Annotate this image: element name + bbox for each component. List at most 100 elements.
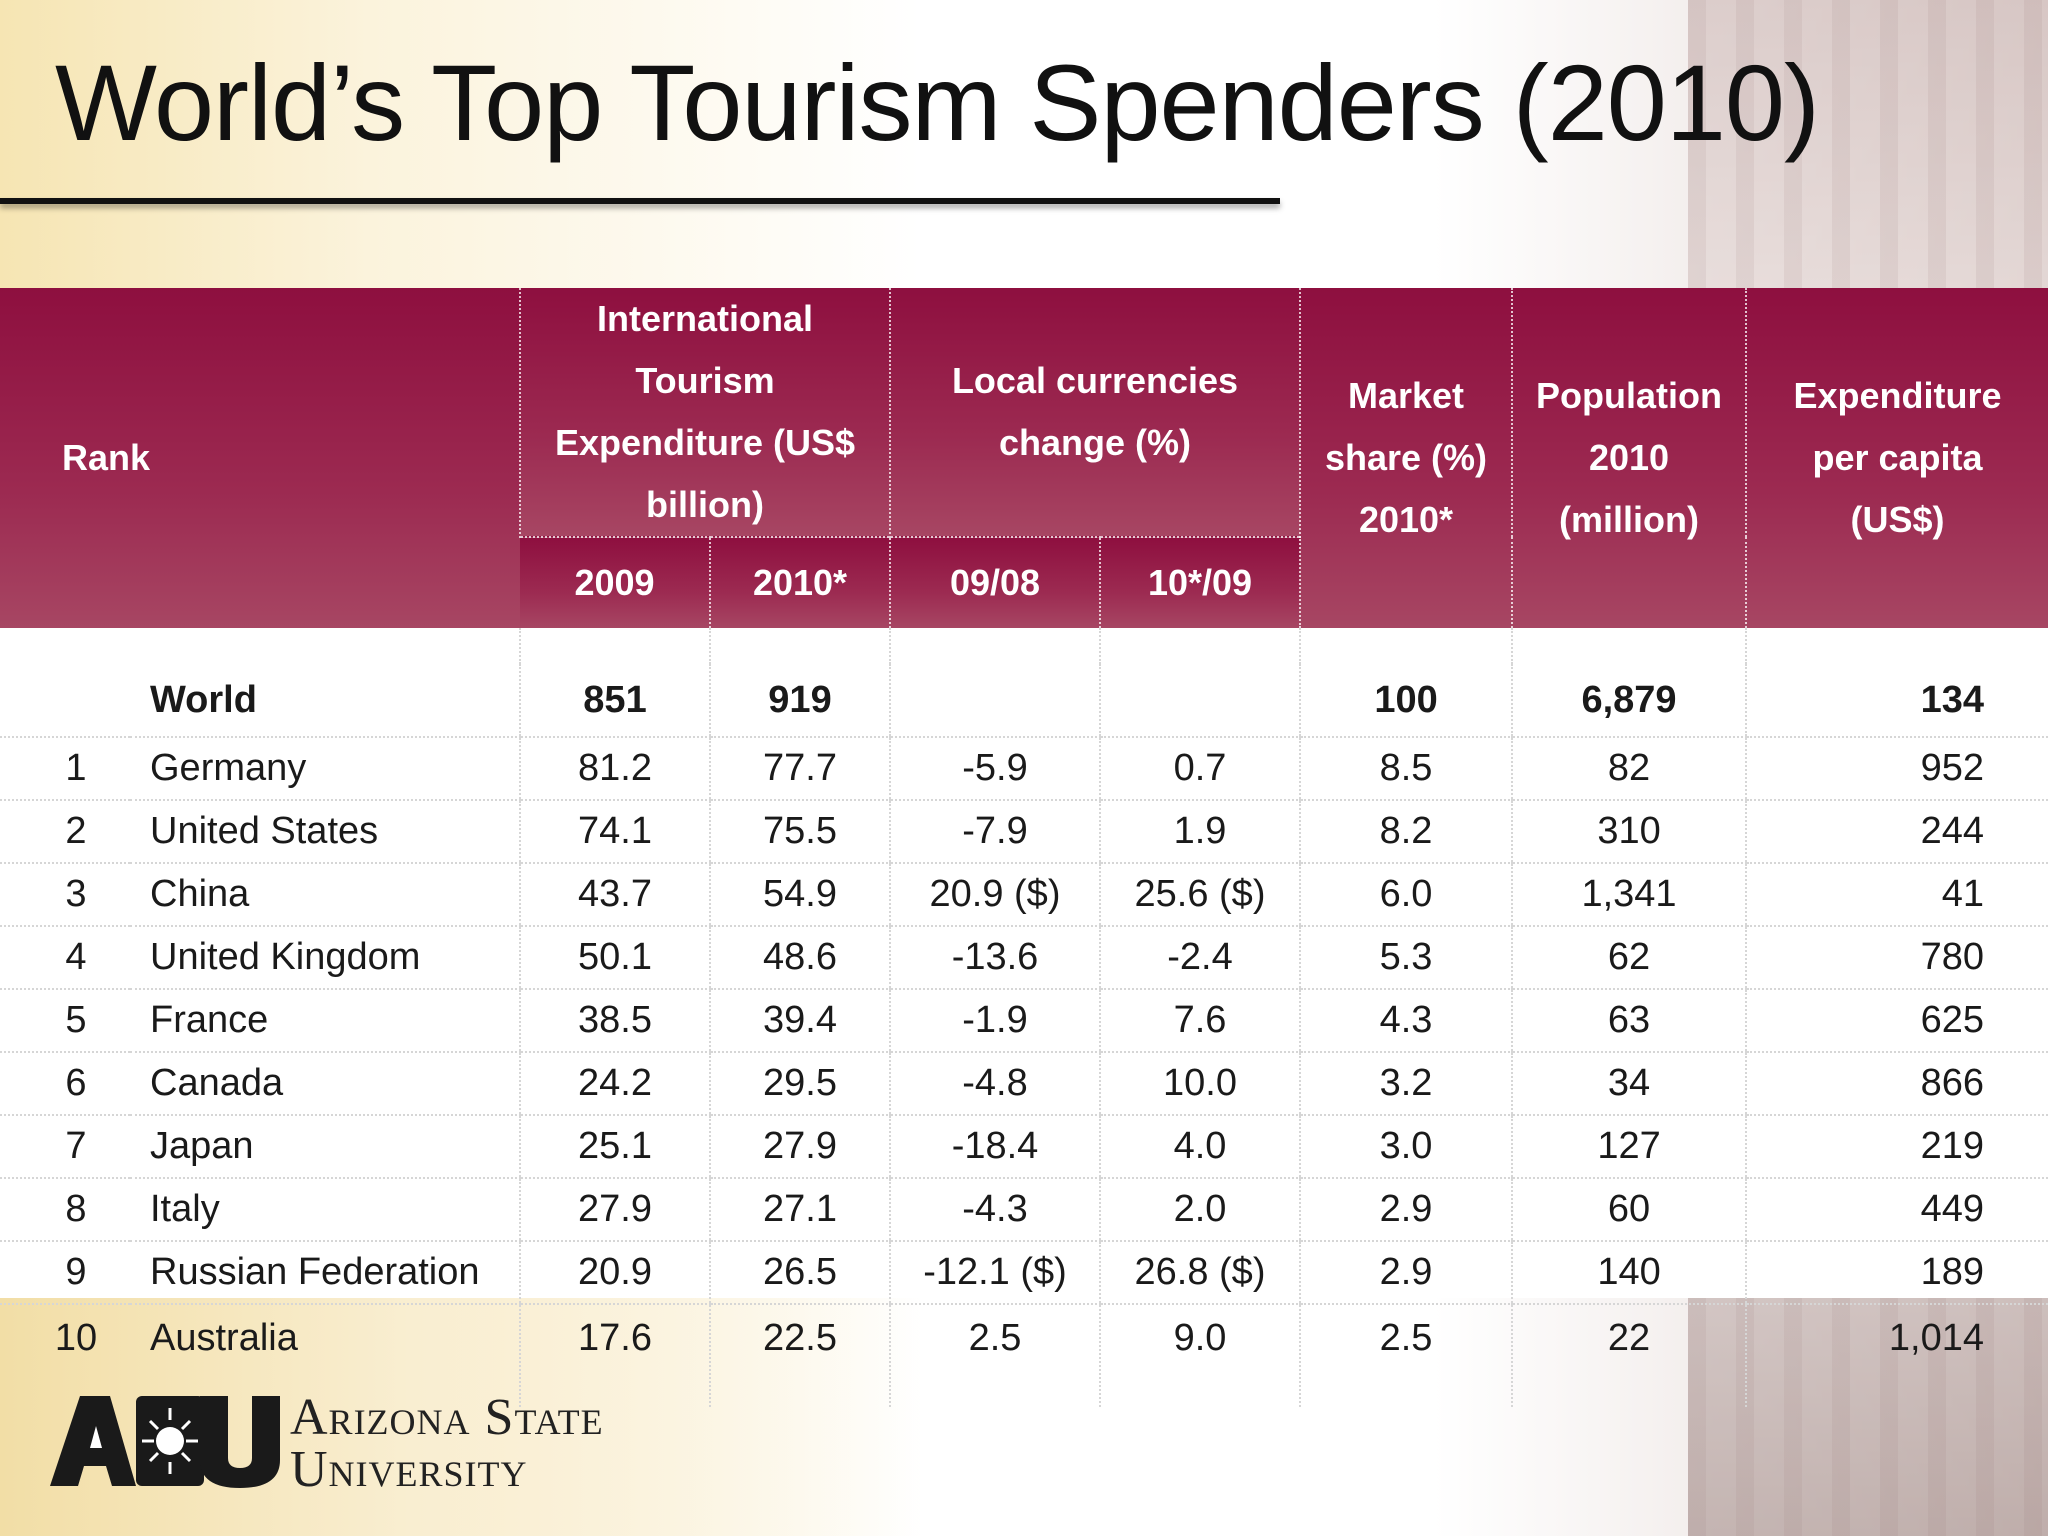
header-expenditure-line2: Expenditure (US$ billion): [554, 422, 856, 525]
exp-2009-cell: 17.6: [519, 1304, 710, 1407]
per-capita-cell: 625: [1745, 989, 2048, 1053]
change-0908-cell: -18.4: [889, 1115, 1100, 1179]
table-row: 7 Japan 25.1 27.9 -18.4 4.0 3.0 127 219: [0, 1115, 2048, 1179]
market-share-cell: 3.0: [1299, 1115, 1513, 1179]
population-cell: 82: [1511, 737, 1747, 801]
header-market-line1: Market: [1347, 375, 1465, 416]
world-label: World: [130, 664, 520, 738]
subheader-0908: 09/08: [889, 536, 1100, 628]
market-share-cell: 2.5: [1299, 1304, 1513, 1407]
market-share-cell: 4.3: [1299, 989, 1513, 1053]
change-1009-cell: 0.7: [1098, 737, 1301, 801]
world-chg-0908: [889, 664, 1100, 738]
table-row: 5 France 38.5 39.4 -1.9 7.6 4.3 63 625: [0, 989, 2048, 1053]
per-capita-cell: 219: [1745, 1115, 2048, 1179]
country-cell: China: [130, 863, 520, 927]
rank-cell: 1: [0, 737, 130, 801]
exp-2009-cell: 27.9: [519, 1178, 710, 1242]
market-share-cell: 8.2: [1299, 800, 1513, 864]
change-1009-cell: -2.4: [1098, 926, 1301, 990]
exp-2010-cell: 29.5: [709, 1052, 890, 1116]
market-share-cell: 2.9: [1299, 1241, 1513, 1305]
tourism-spenders-table: Rank International Tourism Expenditure (…: [0, 288, 2048, 1407]
exp-2009-cell: 25.1: [519, 1115, 710, 1179]
exp-2010-cell: 27.9: [709, 1115, 890, 1179]
header-market-line2: share (%): [1324, 437, 1488, 478]
world-market-share: 100: [1299, 664, 1513, 738]
exp-2009-cell: 43.7: [519, 863, 710, 927]
header-population-line1: Population: [1536, 375, 1722, 416]
header-local-currencies: Local currencies change (%): [888, 288, 1301, 537]
market-share-cell: 6.0: [1299, 863, 1513, 927]
header-local-line1: Local currencies: [951, 360, 1239, 401]
exp-2010-cell: 54.9: [709, 863, 890, 927]
change-1009-cell: 9.0: [1098, 1304, 1301, 1407]
world-per-capita: 134: [1745, 664, 2048, 738]
country-cell: Italy: [130, 1178, 520, 1242]
header-expenditure: International Tourism Expenditure (US$ b…: [519, 288, 890, 537]
subheader-1009: 10*/09: [1098, 536, 1301, 628]
change-0908-cell: -4.8: [889, 1052, 1100, 1116]
population-cell: 62: [1511, 926, 1747, 990]
asu-logo: Arizona State University: [50, 1390, 690, 1496]
exp-2010-cell: 27.1: [709, 1178, 890, 1242]
asu-logo-mark-icon: [50, 1396, 280, 1488]
header-percap-line1: Expenditure: [1793, 375, 2002, 416]
header-market-line3: 2010*: [1358, 499, 1454, 540]
per-capita-cell: 1,014: [1745, 1304, 2048, 1407]
market-share-cell: 3.2: [1299, 1052, 1513, 1116]
exp-2009-cell: 20.9: [519, 1241, 710, 1305]
change-1009-cell: 25.6 ($): [1098, 863, 1301, 927]
header-population-line2: 2010: [1588, 437, 1670, 478]
change-1009-cell: 10.0: [1098, 1052, 1301, 1116]
world-row: World 851 919 100 6,879 134: [0, 664, 2048, 738]
world-chg-1009: [1098, 664, 1301, 738]
population-cell: 34: [1511, 1052, 1747, 1116]
population-cell: 60: [1511, 1178, 1747, 1242]
exp-2009-cell: 74.1: [519, 800, 710, 864]
change-0908-cell: -12.1 ($): [889, 1241, 1100, 1305]
change-1009-cell: 26.8 ($): [1098, 1241, 1301, 1305]
change-1009-cell: 1.9: [1098, 800, 1301, 864]
asu-logo-line1: Arizona State: [290, 1389, 604, 1446]
header-population-line3: (million): [1559, 499, 1699, 540]
country-cell: United Kingdom: [130, 926, 520, 990]
header-market-share: Market share (%) 2010*: [1299, 288, 1513, 628]
change-1009-cell: 2.0: [1098, 1178, 1301, 1242]
table-row: 1 Germany 81.2 77.7 -5.9 0.7 8.5 82 952: [0, 737, 2048, 801]
table-row: 8 Italy 27.9 27.1 -4.3 2.0 2.9 60 449: [0, 1178, 2048, 1242]
change-0908-cell: -13.6: [889, 926, 1100, 990]
table-subheader-row: 2009 2010* 09/08 10*/09: [0, 536, 2048, 628]
table-row: 4 United Kingdom 50.1 48.6 -13.6 -2.4 5.3 62 780: [0, 926, 2048, 990]
exp-2009-cell: 38.5: [519, 989, 710, 1053]
asu-logo-line2: University: [290, 1441, 528, 1498]
rank-cell: 2: [0, 800, 130, 864]
rank-cell: 6: [0, 1052, 130, 1116]
population-cell: 140: [1511, 1241, 1747, 1305]
rank-cell: 5: [0, 989, 130, 1053]
per-capita-cell: 41: [1745, 863, 2048, 927]
population-cell: 63: [1511, 989, 1747, 1053]
population-cell: 127: [1511, 1115, 1747, 1179]
per-capita-cell: 952: [1745, 737, 2048, 801]
rank-cell: 8: [0, 1178, 130, 1242]
asu-logo-text: Arizona State University: [290, 1392, 604, 1496]
per-capita-cell: 449: [1745, 1178, 2048, 1242]
table-header-row: Rank International Tourism Expenditure (…: [0, 288, 2048, 628]
rank-cell: 7: [0, 1115, 130, 1179]
exp-2010-cell: 39.4: [709, 989, 890, 1053]
change-0908-cell: -5.9: [889, 737, 1100, 801]
country-cell: Germany: [130, 737, 520, 801]
per-capita-cell: 189: [1745, 1241, 2048, 1305]
exp-2010-cell: 75.5: [709, 800, 890, 864]
header-population: Population 2010 (million): [1511, 288, 1747, 628]
table-row: 10 Australia 17.6 22.5 2.5 9.0 2.5 22 1,014: [0, 1304, 2048, 1407]
country-cell: Australia: [150, 1317, 298, 1359]
exp-2009-cell: 50.1: [519, 926, 710, 990]
exp-2009-cell: 81.2: [519, 737, 710, 801]
table-row: 9 Russian Federation 20.9 26.5 -12.1 ($) 26.8…: [0, 1241, 2048, 1305]
world-rank-cell: [0, 664, 130, 738]
header-percap-line2: per capita: [1812, 437, 1983, 478]
world-exp-2010: 919: [709, 664, 890, 738]
exp-2009-cell: 24.2: [519, 1052, 710, 1116]
